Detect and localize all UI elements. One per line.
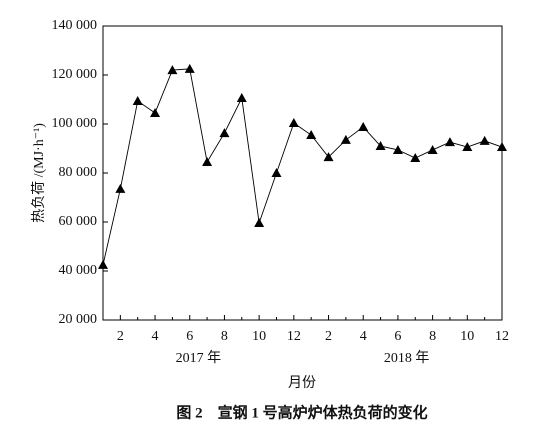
y-axis-label: 热负荷 /(MJ·h⁻¹): [31, 123, 47, 223]
data-marker: [202, 156, 213, 166]
data-marker: [479, 135, 490, 145]
data-marker: [254, 217, 265, 227]
data-marker: [306, 130, 317, 140]
x-tick-label: 4: [360, 329, 367, 344]
data-marker: [358, 121, 369, 131]
y-tick-label: 100 000: [52, 116, 98, 131]
x-tick-label: 2: [117, 329, 124, 344]
data-marker: [410, 153, 421, 163]
y-tick-label: 20 000: [59, 312, 98, 327]
x-group-label: 2017 年: [176, 350, 222, 366]
data-marker: [236, 93, 247, 103]
data-marker: [115, 183, 126, 193]
data-marker: [462, 142, 473, 152]
x-tick-label: 12: [495, 329, 509, 344]
x-tick-label: 6: [186, 329, 193, 344]
x-tick-label: 8: [221, 329, 228, 344]
y-tick-label: 80 000: [59, 165, 98, 180]
data-marker: [392, 144, 403, 154]
data-marker: [427, 144, 438, 154]
data-marker: [150, 107, 161, 117]
x-axis-label: 月份: [288, 375, 316, 391]
y-tick-label: 120 000: [52, 67, 98, 82]
plot-frame: [102, 25, 503, 321]
data-marker: [375, 141, 386, 151]
x-tick-label: 12: [287, 329, 301, 344]
caption: 图 2 宣钢 1 号高炉炉体热负荷的变化: [176, 403, 427, 421]
data-marker: [184, 63, 195, 73]
data-marker: [444, 137, 455, 147]
data-marker: [271, 168, 282, 177]
data-marker: [340, 134, 351, 144]
data-marker: [323, 152, 334, 162]
x-tick-label: 6: [394, 329, 401, 344]
data-marker: [167, 65, 178, 75]
data-marker: [98, 259, 108, 269]
data-line: [102, 68, 503, 265]
x-tick-label: 10: [460, 329, 474, 344]
data-marker: [497, 142, 507, 152]
x-tick-label: 8: [429, 329, 436, 344]
x-tick-label: 10: [252, 329, 266, 344]
y-tick-label: 140 000: [52, 18, 98, 33]
data-marker: [132, 95, 143, 105]
x-group-label: 2018 年: [384, 350, 430, 366]
y-tick-label: 40 000: [59, 263, 98, 278]
data-marker: [288, 118, 299, 128]
y-tick-label: 60 000: [59, 214, 98, 229]
x-tick-label: 2: [325, 329, 332, 344]
x-tick-label: 4: [152, 329, 159, 344]
data-marker: [219, 128, 230, 138]
